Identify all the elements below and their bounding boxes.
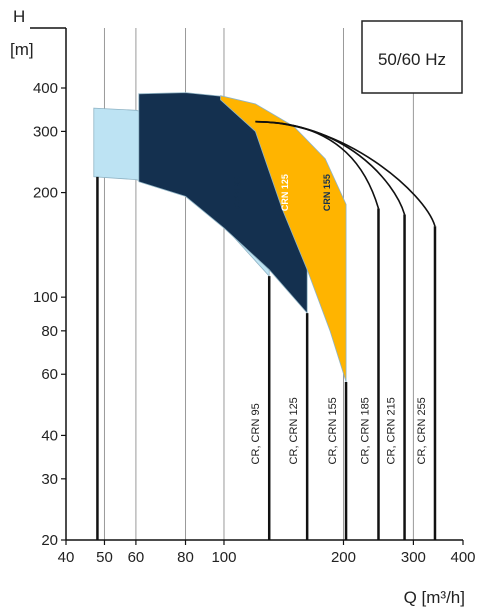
y-axis-title: H: [13, 7, 25, 26]
x-tick-label: 50: [96, 549, 113, 566]
band-crn-155: [220, 95, 347, 383]
axes-layer: [30, 27, 464, 545]
series-label: CR, CRN 215: [386, 397, 398, 464]
y-tick-label: 200: [33, 185, 58, 202]
bands-layer: [93, 92, 347, 383]
y-tick-label: 60: [41, 366, 58, 383]
x-tick-label: 300: [401, 549, 426, 566]
x-tick-label: 60: [128, 549, 145, 566]
series-curve: [255, 120, 436, 227]
x-axis-title: Q [m³/h]: [404, 588, 465, 607]
x-tick-label: 100: [211, 549, 236, 566]
x-tick-label: 400: [450, 549, 475, 566]
y-axis-unit: [m]: [10, 40, 34, 59]
series-label: CR, CRN 95: [250, 403, 262, 464]
y-tick-label: 20: [41, 532, 58, 549]
x-tick-label: 80: [177, 549, 194, 566]
series-label: CR, CRN 185: [359, 397, 371, 464]
series-label: CR, CRN 255: [416, 397, 428, 464]
y-tick-label: 400: [33, 80, 58, 97]
x-tick-label: 200: [331, 549, 356, 566]
outline-series-layer: [96, 120, 437, 540]
y-tick-label: 80: [41, 323, 58, 340]
y-tick-label: 30: [41, 471, 58, 488]
band-label: CRN 95: [232, 177, 242, 209]
series-label: CR, CRN 125: [288, 397, 300, 464]
band-label: CRN 155: [322, 174, 332, 211]
y-tick-label: 300: [33, 123, 58, 140]
y-tick-label: 100: [33, 289, 58, 306]
band-label: CRN 125: [280, 174, 290, 211]
labels-layer: CR, CRN 95 CR, CRN 125 CR, CRN 155 CR, CRN …: [33, 80, 476, 566]
x-tick-label: 40: [58, 549, 75, 566]
series-label: CR, CRN 155: [327, 397, 339, 464]
frequency-box: [361, 20, 463, 94]
y-tick-label: 40: [41, 427, 58, 444]
frequency-label: 50/60 Hz: [378, 50, 446, 69]
